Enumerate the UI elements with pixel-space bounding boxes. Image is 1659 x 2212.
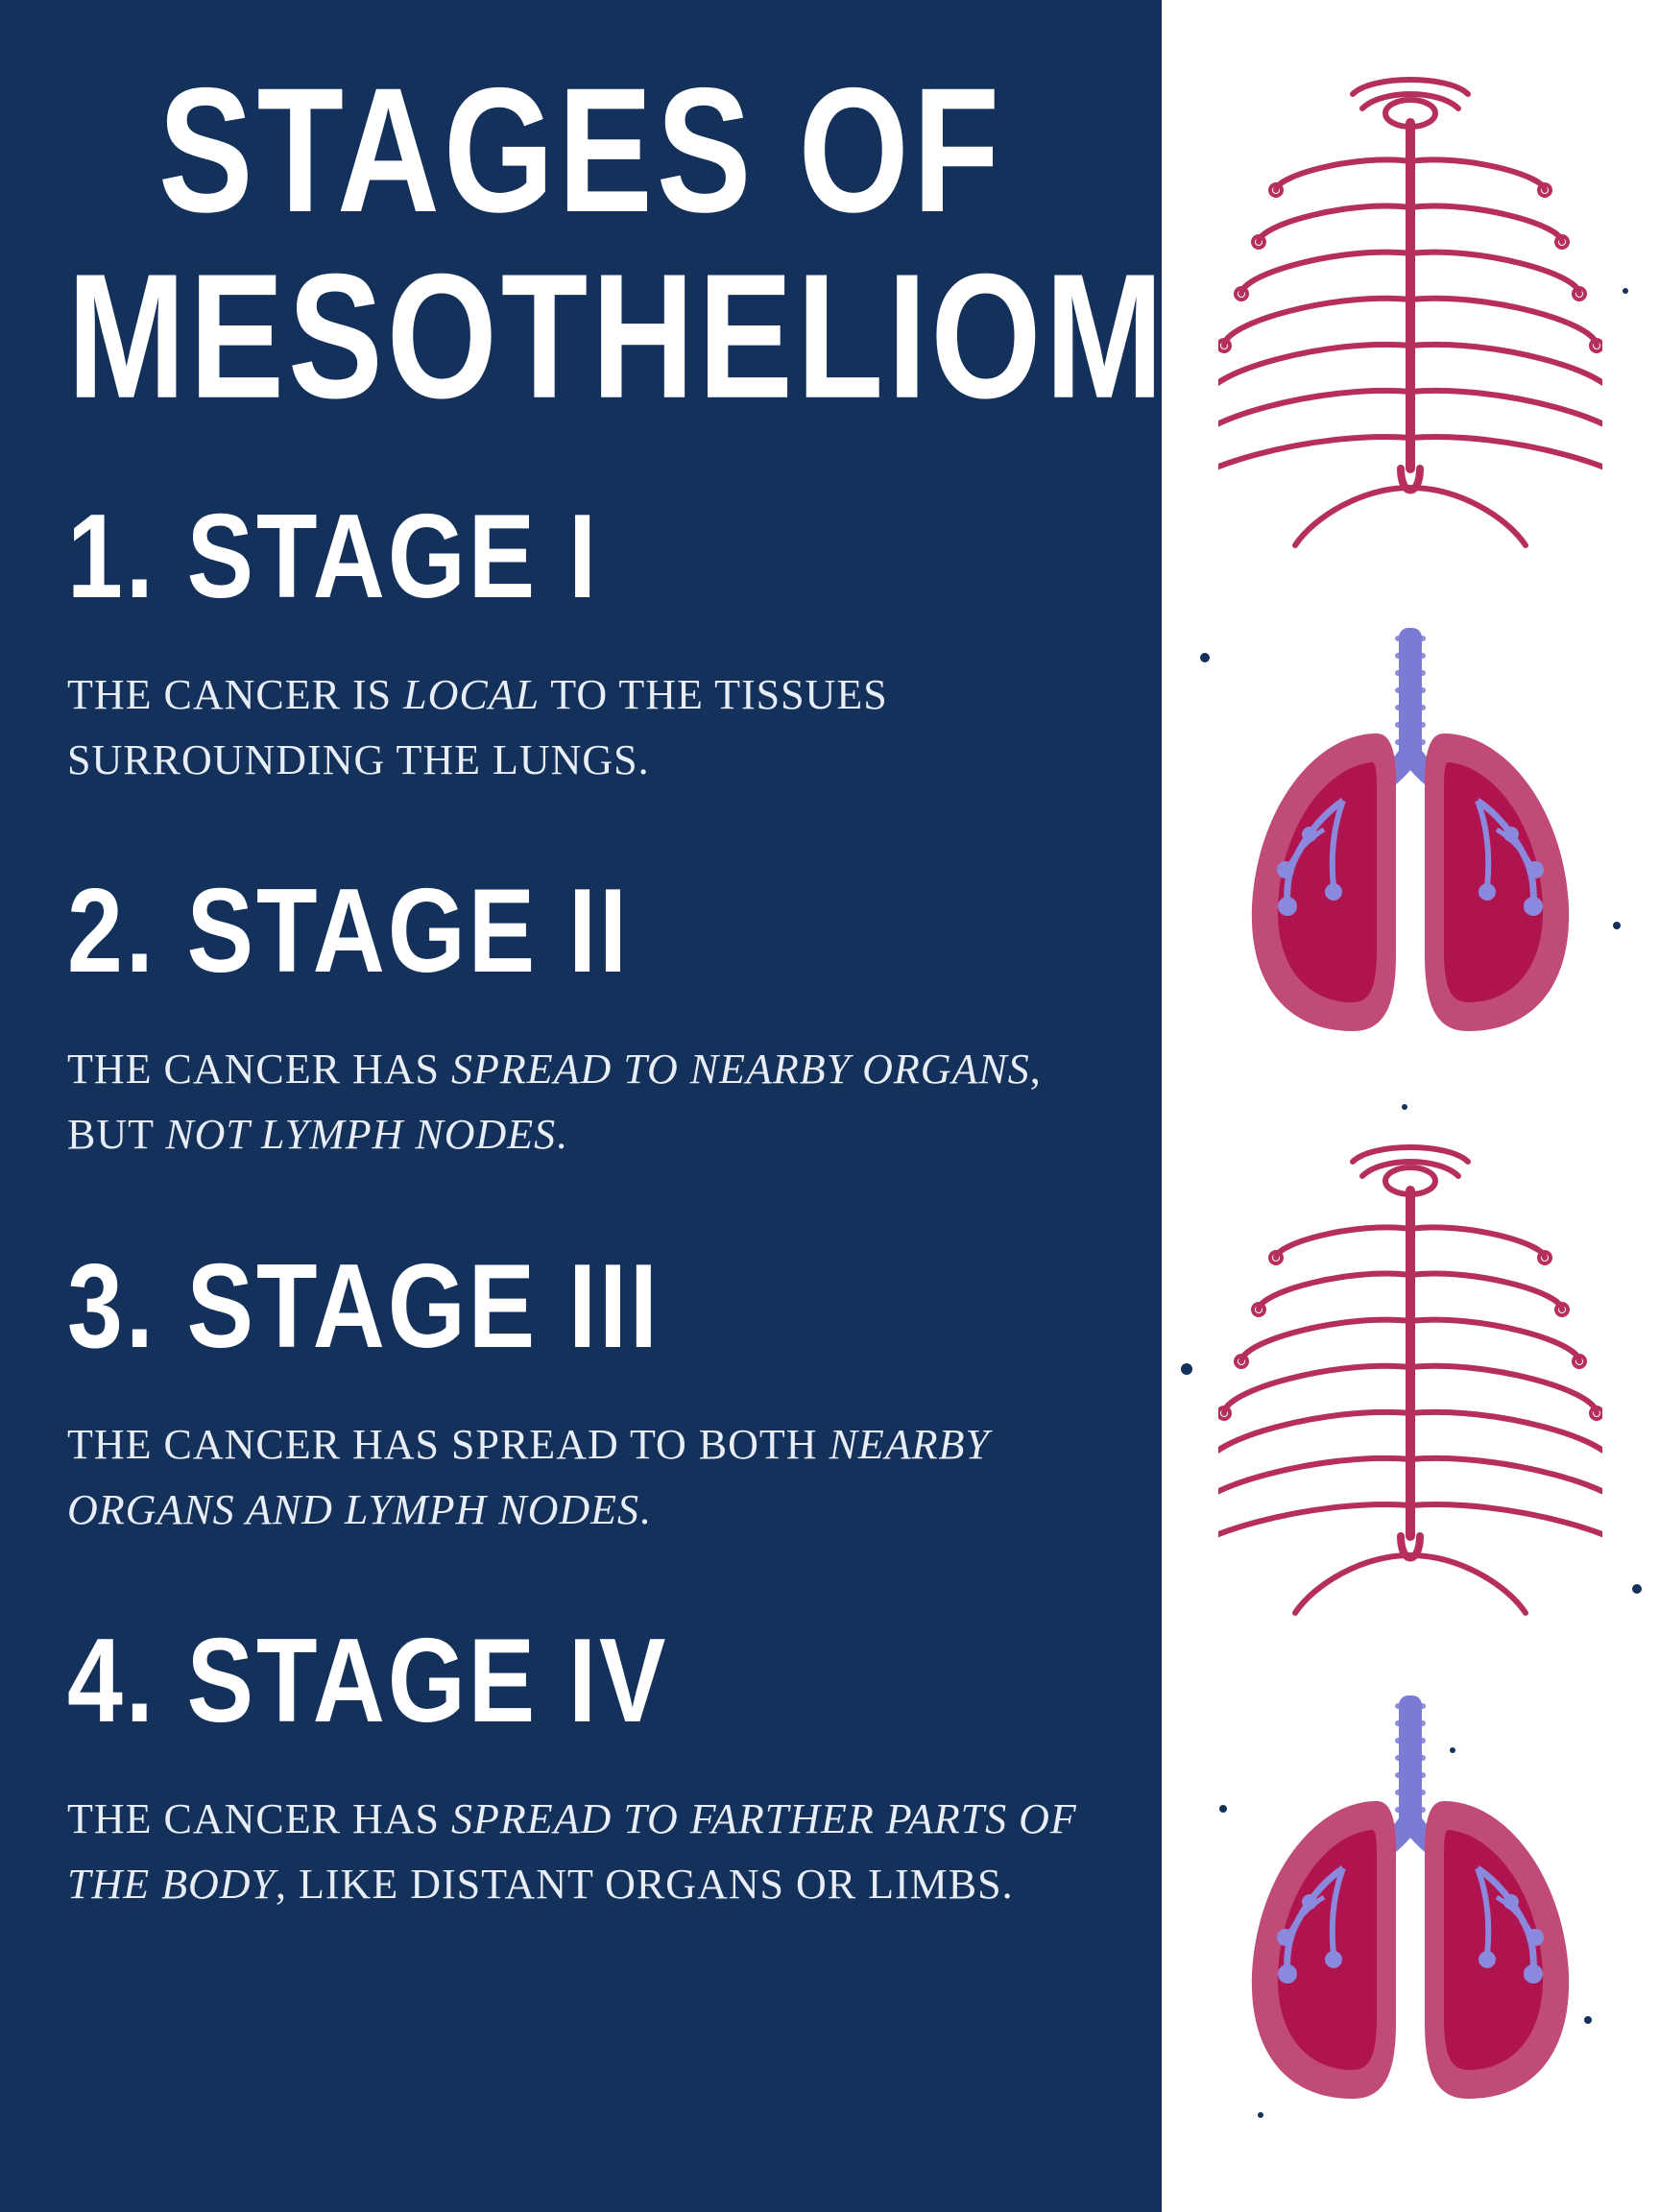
speck bbox=[1181, 1363, 1192, 1375]
stage-block-1: 1. STAGE I THE CANCER IS LOCAL TO THE TI… bbox=[67, 500, 1094, 875]
lungs-icon bbox=[1218, 1686, 1602, 2128]
lungs-icon bbox=[1218, 618, 1602, 1060]
illustration-2 bbox=[1204, 589, 1617, 1089]
main-title: STAGES OF MESOTHELIOMA bbox=[67, 58, 1094, 430]
speck bbox=[1623, 288, 1628, 294]
stage-body: THE CANCER HAS SPREAD TO FARTHER PARTS O… bbox=[67, 1787, 1094, 1917]
stage-body: THE CANCER HAS SPREAD TO BOTH NEARBY ORG… bbox=[67, 1412, 1094, 1543]
stage-heading: 2. STAGE II bbox=[67, 863, 1094, 1000]
stage-heading: 1. STAGE I bbox=[67, 489, 1094, 626]
left-content-panel: STAGES OF MESOTHELIOMA 1. STAGE I THE CA… bbox=[0, 0, 1162, 2212]
right-illustration-panel bbox=[1162, 0, 1659, 2212]
speck bbox=[1450, 1747, 1455, 1753]
stage-block-3: 3. STAGE III THE CANCER HAS SPREAD TO BO… bbox=[67, 1250, 1094, 1624]
ribcage-icon bbox=[1218, 56, 1602, 555]
speck bbox=[1200, 653, 1210, 662]
illustration-4 bbox=[1204, 1657, 1617, 2156]
stage-block-4: 4. STAGE IV THE CANCER HAS SPREAD TO FAR… bbox=[67, 1624, 1094, 1999]
illustration-3 bbox=[1204, 1123, 1617, 1623]
stage-heading: 4. STAGE IV bbox=[67, 1613, 1094, 1750]
speck bbox=[1632, 1584, 1642, 1594]
stage-heading: 3. STAGE III bbox=[67, 1238, 1094, 1376]
speck bbox=[1402, 1104, 1407, 1110]
stage-body: THE CANCER IS LOCAL TO THE TISSUES SURRO… bbox=[67, 662, 1094, 793]
speck bbox=[1219, 1805, 1227, 1813]
stage-body: THE CANCER HAS SPREAD TO NEARBY ORGANS, … bbox=[67, 1037, 1094, 1167]
title-line-1: STAGES OF bbox=[158, 52, 1003, 250]
ribcage-icon bbox=[1218, 1123, 1602, 1623]
illustration-1 bbox=[1204, 56, 1617, 555]
speck bbox=[1613, 922, 1621, 929]
stage-block-2: 2. STAGE II THE CANCER HAS SPREAD TO NEA… bbox=[67, 875, 1094, 1249]
speck bbox=[1258, 2112, 1263, 2118]
title-line-2: MESOTHELIOMA bbox=[67, 238, 1274, 436]
speck bbox=[1584, 2016, 1592, 2024]
